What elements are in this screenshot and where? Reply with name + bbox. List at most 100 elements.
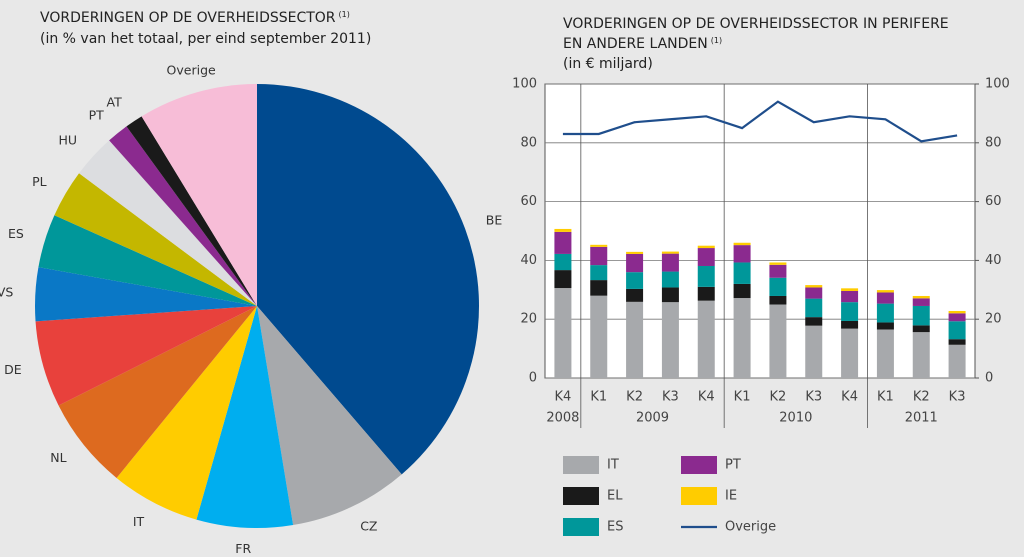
bar-segment bbox=[626, 301, 644, 378]
bar-title-note: (1) bbox=[711, 36, 722, 45]
legend-swatch bbox=[563, 487, 599, 505]
bar-segment bbox=[661, 251, 679, 254]
bar-segment bbox=[697, 286, 715, 301]
bar-segment bbox=[948, 339, 966, 345]
bar-segment bbox=[733, 283, 751, 299]
bar-segment bbox=[912, 305, 930, 326]
pie-slice bbox=[35, 306, 257, 406]
bar-segment bbox=[554, 270, 572, 289]
bar-segment bbox=[912, 295, 930, 299]
y-tick-label: 20 bbox=[520, 312, 537, 327]
legend-swatch bbox=[681, 456, 717, 474]
pie-slice bbox=[116, 306, 257, 520]
pie-title-line: VORDERINGEN OP DE OVERHEIDSSECTOR (1) bbox=[40, 10, 350, 26]
bar-segment bbox=[841, 290, 859, 303]
pie-label: PL bbox=[32, 174, 47, 189]
bar-segment bbox=[697, 265, 715, 287]
bar-segment bbox=[590, 246, 608, 266]
bar-title: EN ANDERE LANDEN bbox=[563, 36, 708, 52]
bar-segment bbox=[697, 300, 715, 378]
bar-segment bbox=[805, 317, 823, 326]
legend-label: EL bbox=[607, 489, 623, 504]
pie-label: FR bbox=[235, 541, 251, 556]
bar-segment bbox=[948, 344, 966, 378]
pie-label: CZ bbox=[360, 519, 377, 534]
bar-segment bbox=[769, 295, 787, 305]
pie-slice bbox=[257, 84, 480, 475]
bar-segment bbox=[626, 272, 644, 289]
pie-slice bbox=[109, 126, 258, 306]
bar-segment bbox=[948, 313, 966, 322]
pie-label: VS bbox=[0, 284, 13, 299]
bar-segment bbox=[876, 292, 894, 304]
plot-area bbox=[544, 83, 976, 379]
bar-segment bbox=[590, 280, 608, 296]
bar-segment bbox=[841, 320, 859, 329]
bar-segment bbox=[805, 285, 823, 288]
pie-slice bbox=[38, 215, 257, 306]
pie-slice bbox=[141, 84, 257, 306]
bar-segment bbox=[733, 242, 751, 246]
legend-swatch bbox=[563, 456, 599, 474]
year-label: 2008 bbox=[546, 411, 579, 426]
bar-segment bbox=[841, 302, 859, 321]
bar-segment bbox=[948, 310, 966, 314]
bar-segment bbox=[841, 288, 859, 291]
pie-slice bbox=[79, 140, 258, 306]
y-tick-label: 100 bbox=[512, 77, 537, 92]
pie-slice bbox=[34, 267, 257, 322]
pie-subtitle: (in % van het totaal, per eind september… bbox=[40, 31, 371, 47]
pie-title-note: (1) bbox=[339, 10, 350, 19]
x-tick-label: K4 bbox=[841, 390, 858, 405]
bar-segment bbox=[912, 298, 930, 306]
year-label: 2009 bbox=[636, 411, 669, 426]
bar-segment bbox=[554, 253, 572, 271]
y-tick-label: 80 bbox=[520, 135, 537, 150]
x-tick-label: K4 bbox=[555, 390, 572, 405]
bar-segment bbox=[661, 271, 679, 288]
bar-segment bbox=[661, 287, 679, 303]
y-tick-label: 40 bbox=[520, 253, 537, 268]
bar-segment bbox=[769, 264, 787, 278]
x-tick-label: K3 bbox=[805, 390, 822, 405]
line bbox=[562, 100, 958, 143]
bar-segment bbox=[769, 277, 787, 296]
bar-title: VORDERINGEN OP DE OVERHEIDSSECTOR IN PER… bbox=[563, 16, 949, 32]
x-tick-label: K2 bbox=[770, 390, 787, 405]
y2-tick-label: 0 bbox=[985, 371, 993, 386]
y2-tick-label: 60 bbox=[985, 194, 1002, 209]
bar-segment bbox=[626, 288, 644, 302]
bar-segment bbox=[769, 262, 787, 265]
bar-segment bbox=[733, 262, 751, 284]
pie-title: VORDERINGEN OP DE OVERHEIDSSECTOR bbox=[40, 10, 336, 26]
legend-label: IE bbox=[725, 489, 737, 504]
bar-segment bbox=[590, 295, 608, 378]
bar-segment bbox=[876, 303, 894, 323]
bar-segment bbox=[876, 290, 894, 293]
pie-slice bbox=[126, 116, 257, 307]
pie-label: DE bbox=[4, 362, 22, 377]
bar-segment bbox=[554, 231, 572, 254]
legend-label: PT bbox=[725, 458, 741, 473]
bar-segment bbox=[697, 248, 715, 266]
pie-slice bbox=[58, 306, 258, 478]
y-tick-label: 0 bbox=[529, 371, 537, 386]
x-tick-label: K3 bbox=[662, 390, 679, 405]
legend-label: Overige bbox=[725, 520, 776, 535]
bar-segment bbox=[554, 228, 572, 232]
pie-label: ES bbox=[8, 226, 24, 241]
bar-segment bbox=[912, 332, 930, 378]
x-tick-label: K4 bbox=[698, 390, 715, 405]
bar-segment bbox=[876, 329, 894, 378]
x-tick-label: K1 bbox=[734, 390, 751, 405]
bar-segment bbox=[661, 302, 679, 378]
pie-slice bbox=[196, 306, 294, 528]
bar-segment bbox=[661, 253, 679, 272]
pie-label: PT bbox=[89, 108, 105, 123]
pie-label: IT bbox=[133, 514, 145, 529]
pie-label: HU bbox=[58, 133, 77, 148]
bar-title-line: EN ANDERE LANDEN (1) bbox=[563, 36, 722, 52]
bar-segment bbox=[554, 288, 572, 378]
bar-segment bbox=[841, 328, 859, 378]
